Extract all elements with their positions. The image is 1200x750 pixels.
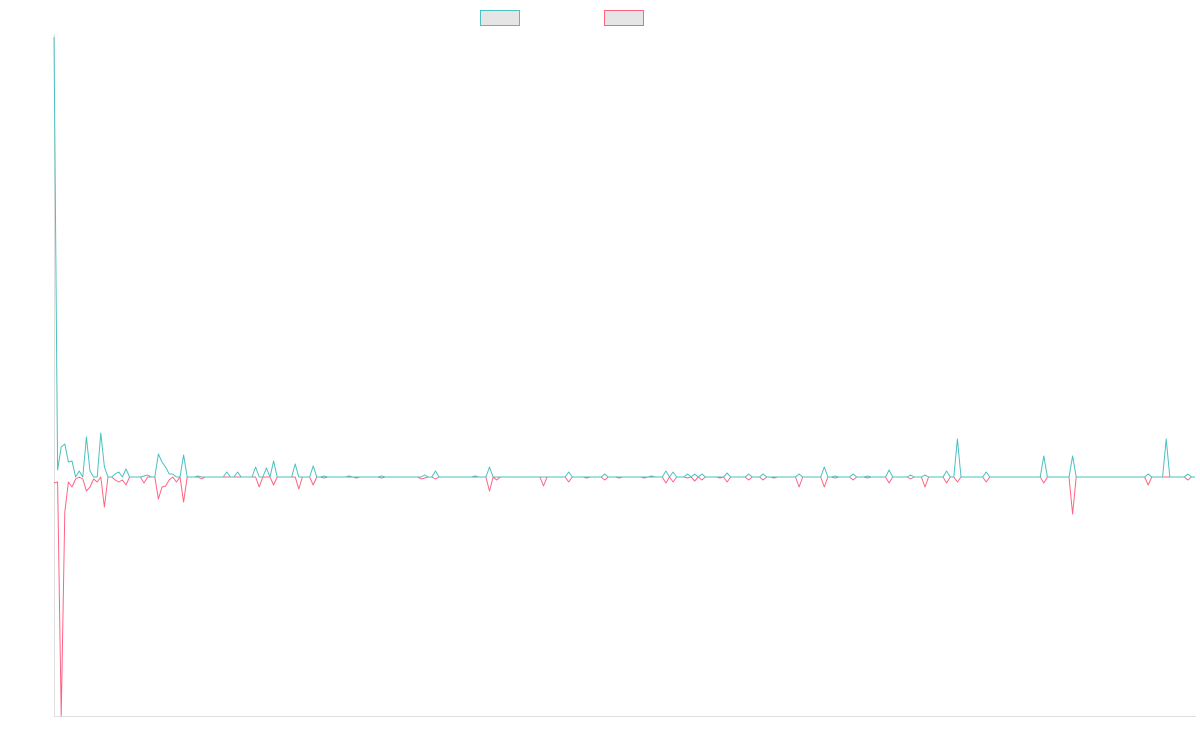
legend-swatch-series-1[interactable]	[480, 10, 520, 26]
series-1-line	[53, 36, 1195, 478]
legend-swatch-series-2[interactable]	[604, 10, 644, 26]
series-2-line	[53, 476, 1195, 717]
